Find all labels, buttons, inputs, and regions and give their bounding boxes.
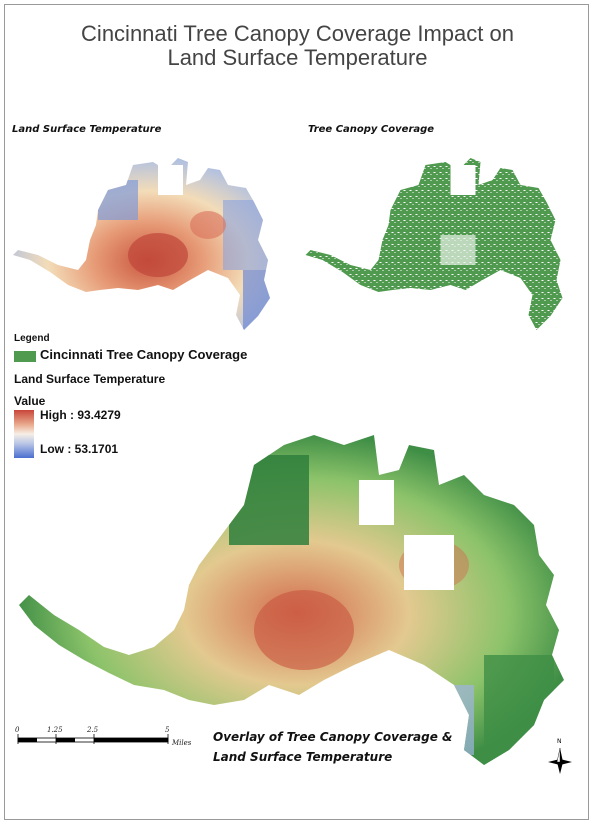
scale-tick-1: 1.25 [47, 726, 63, 734]
value-label: Value [14, 394, 46, 408]
north-label: N [557, 738, 562, 745]
scale-tick-2: 2.5 [87, 726, 99, 734]
temperature-color-ramp [14, 410, 34, 458]
overlay-map [19, 435, 564, 765]
map-title: Cincinnati Tree Canopy Coverage Impact o… [0, 22, 595, 70]
north-arrow-icon [548, 747, 572, 774]
canopy-map [305, 158, 563, 330]
map-frame [4, 4, 589, 820]
scale-tick-3: 5 [165, 726, 170, 734]
overlay-caption-line-1: Overlay of Tree Canopy Coverage & [213, 730, 453, 744]
scale-unit: Miles [172, 739, 192, 747]
title-line-2: Land Surface Temperature [167, 45, 428, 70]
lst-panel-label: Land Surface Temperature [12, 124, 162, 135]
lst-legend-label: Land Surface Temperature [14, 372, 166, 386]
canopy-legend-label: Cincinnati Tree Canopy Coverage [40, 347, 248, 362]
canopy-panel-label: Tree Canopy Coverage [308, 124, 435, 135]
scale-bar: 0 1.25 2.5 5 Miles [14, 726, 194, 755]
north-arrow: N [545, 738, 575, 780]
overlay-caption: Overlay of Tree Canopy Coverage & Land S… [213, 727, 452, 767]
high-value-label: High : 93.4279 [40, 408, 121, 422]
overlay-caption-line-2: Land Surface Temperature [213, 750, 393, 764]
canopy-legend-swatch [14, 351, 36, 362]
lst-map [13, 158, 270, 330]
low-value-label: Low : 53.1701 [40, 442, 119, 456]
title-line-1: Cincinnati Tree Canopy Coverage Impact o… [81, 21, 514, 46]
scale-tick-0: 0 [15, 726, 20, 734]
legend-title: Legend [14, 333, 50, 344]
scale-bar-graphic [17, 734, 169, 744]
